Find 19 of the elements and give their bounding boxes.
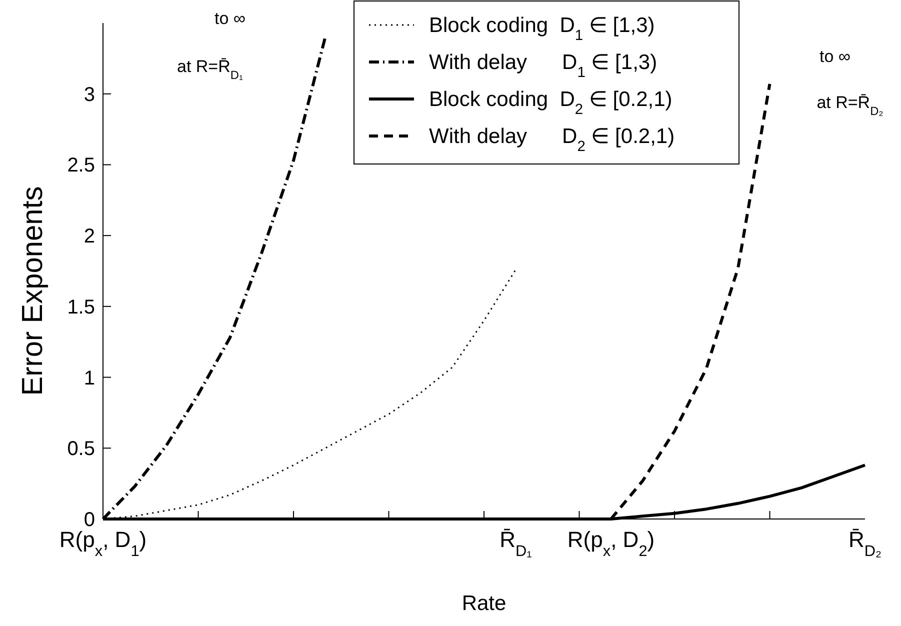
x-tick-label: R̄$_{D₂}$	[848, 527, 882, 560]
y-axis-title: Error Exponents	[17, 186, 49, 396]
x-tick-label: R̄$_{D₁}$	[500, 527, 532, 560]
y-tick-label: 1.5	[67, 296, 95, 318]
annotation: to ∞	[214, 9, 246, 28]
annotation: at R=R̄$_{D₂}$	[816, 93, 884, 118]
legend-label: Block coding D$_{2}$ ∈ [0.2,1)	[429, 88, 672, 118]
y-tick-label: 2	[84, 226, 95, 248]
y-tick-label: 3	[84, 84, 95, 106]
y-tick-label: 1	[84, 367, 95, 390]
legend-label: With delay D$_{2}$ ∈ [0.2,1)	[429, 125, 675, 155]
annotation: at R=R̄$_{D₁}$	[177, 57, 243, 82]
legend-label: Block coding D$_{1}$ ∈ [1,3)	[429, 14, 655, 44]
legend-label: With delay D$_{1}$ ∈ [1,3)	[429, 51, 658, 81]
y-tick-label: 0.5	[67, 438, 95, 460]
x-axis-title: Rate	[462, 592, 506, 615]
annotation: to ∞	[819, 47, 851, 66]
x-tick-label: R(p$_{x}$, D$_{2}$)	[567, 527, 655, 560]
y-tick-label: 2.5	[67, 154, 95, 177]
